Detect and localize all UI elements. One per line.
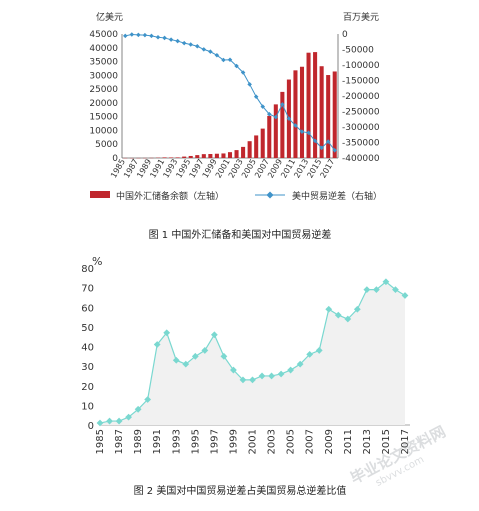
x-tick-label: 2001	[248, 429, 259, 454]
reserve-bar	[235, 150, 239, 158]
right-tick-label: -350000	[342, 139, 380, 149]
deficit-point	[195, 44, 200, 49]
left-tick-label: 40000	[89, 44, 118, 54]
x-tick-label: 2011	[343, 429, 354, 454]
deficit-point	[202, 47, 207, 52]
y-tick-label: 10	[81, 401, 94, 412]
ratio-point	[97, 420, 104, 427]
y-tick-label: 80	[81, 264, 94, 275]
x-tick-label: 1997	[209, 429, 220, 454]
y-tick-label: 0	[88, 421, 94, 432]
left-tick-label: 20000	[89, 99, 118, 109]
x-tick-label: 1991	[152, 429, 163, 454]
x-tick-label: 1989	[133, 429, 144, 454]
y-tick-label: 40	[81, 343, 94, 354]
right-tick-label: -150000	[342, 77, 380, 87]
right-tick-label: -250000	[342, 108, 380, 118]
x-tick-label: 1995	[190, 429, 201, 454]
legend-bar-swatch	[90, 191, 110, 198]
chart-1-caption: 图 1 中国外汇储备和美国对中国贸易逆差	[149, 228, 332, 241]
legend-line-marker	[266, 191, 273, 198]
left-tick-label: 25000	[89, 85, 118, 95]
left-tick-label: 10000	[89, 126, 118, 136]
left-tick-label: 5000	[95, 140, 118, 150]
x-tick-label: 1999	[228, 429, 239, 454]
deficit-point	[175, 39, 180, 44]
chart-1-bars	[123, 52, 337, 158]
chart-1: 亿美元 百万美元 0 5000 10000 15000 20000 25000 30000 3…	[0, 0, 479, 250]
right-tick-label: -200000	[342, 92, 380, 102]
y-tick-label: 30	[81, 362, 94, 373]
left-tick-label: 35000	[89, 58, 118, 68]
reserve-bar	[293, 70, 297, 158]
right-tick-label: 0	[342, 30, 348, 40]
deficit-point	[247, 82, 252, 87]
reserve-bar	[228, 152, 232, 158]
chart-1-left-unit: 亿美元	[96, 11, 123, 23]
reserve-bar	[300, 67, 304, 158]
reserve-bar	[307, 53, 311, 158]
x-tick-label: 1993	[171, 429, 182, 454]
reserve-bar	[261, 129, 265, 158]
x-tick-label: 2007	[305, 429, 316, 454]
reserve-bar	[163, 157, 167, 158]
reserve-bar	[267, 116, 271, 158]
deficit-point	[123, 34, 128, 39]
chart-1-legend: 中国外汇储备余额（左轴） 美中贸易逆差（右轴）	[90, 190, 382, 202]
legend-bar-label: 中国外汇储备余额（左轴）	[116, 190, 224, 202]
x-tick-label: 2005	[286, 429, 297, 454]
deficit-point	[143, 33, 148, 38]
chart-2-area	[100, 282, 405, 425]
left-tick-label: 45000	[89, 30, 118, 40]
reserve-bar	[241, 147, 245, 158]
left-tick-label: 15000	[89, 113, 118, 123]
deficit-point	[182, 41, 187, 46]
ratio-area-fill	[100, 282, 405, 425]
right-tick-label: -300000	[342, 123, 380, 133]
reserve-bar	[176, 157, 180, 158]
chart-2-caption: 图 2 美国对中国贸易逆差占美国贸易总逆差比值	[134, 484, 347, 497]
chart-1-x-axis: 1985198719891991199319951997199920012003…	[109, 158, 336, 180]
x-tick-label: 2003	[267, 429, 278, 454]
deficit-point	[169, 37, 174, 42]
ratio-point	[211, 331, 218, 338]
deficit-point	[156, 35, 161, 40]
chart-1-right-axis: 0 -50000 -100000 -150000 -200000 -250000 -3000…	[342, 30, 380, 164]
y-tick-label: 70	[81, 284, 94, 295]
y-tick-label: 20	[81, 382, 94, 393]
chart-1-left-axis: 0500010000150002000025000300003500040000…	[89, 30, 118, 164]
reserve-bar	[333, 71, 337, 158]
deficit-point	[162, 36, 167, 41]
reserve-bar	[202, 154, 206, 158]
left-tick-label: 30000	[89, 71, 118, 81]
y-tick-label: 60	[81, 303, 94, 314]
right-tick-label: -50000	[342, 46, 374, 56]
deficit-point	[130, 32, 135, 37]
reserve-bar	[215, 154, 219, 158]
legend-line-label: 美中贸易逆差（右轴）	[292, 190, 382, 202]
deficit-point	[136, 33, 141, 38]
chart-1-plot	[122, 34, 338, 158]
right-tick-label: -100000	[342, 61, 380, 71]
y-tick-label: 50	[81, 323, 94, 334]
reserve-bar	[280, 92, 284, 158]
deficit-point	[149, 34, 154, 39]
x-tick-label: 2009	[324, 429, 335, 454]
reserve-bar	[254, 135, 258, 158]
x-tick-label: 1987	[114, 429, 125, 454]
x-tick-label: 1985	[95, 429, 106, 454]
reserve-bar	[320, 66, 324, 158]
reserve-bar	[248, 141, 252, 158]
reserve-bar	[189, 156, 193, 158]
chart-1-trade-deficit-line	[123, 32, 337, 152]
reserve-bar	[326, 75, 330, 158]
x-tick-label: 2013	[362, 429, 373, 454]
reserve-bar	[274, 104, 278, 158]
deficit-point	[208, 49, 213, 54]
deficit-point	[188, 42, 193, 47]
right-tick-label: -400000	[342, 154, 380, 164]
chart-1-right-unit: 百万美元	[343, 11, 379, 23]
chart-2-x-axis: 1985 1987 1989 1991 1993 1995 1997 1999 2001 2003…	[95, 429, 411, 454]
